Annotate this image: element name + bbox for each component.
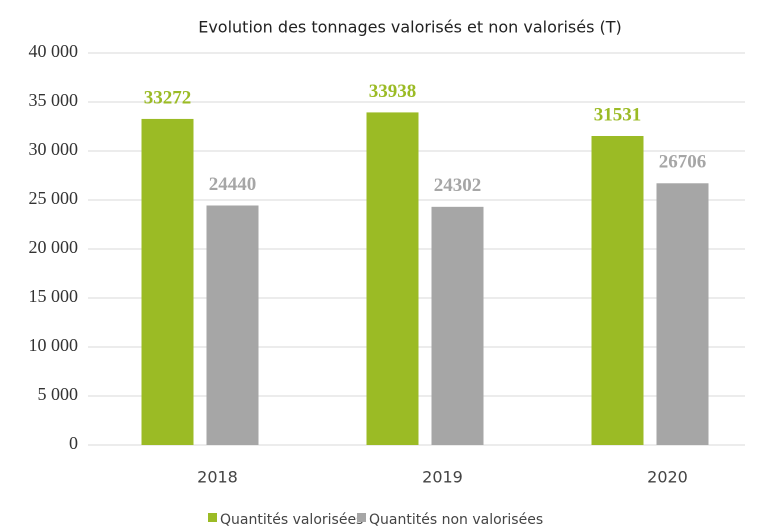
legend-label: Quantités non valorisées — [369, 512, 543, 528]
data-label: 31531 — [594, 104, 642, 125]
legend-swatch — [357, 513, 366, 522]
bar — [656, 183, 709, 446]
y-tick-label: 35 000 — [29, 90, 79, 110]
chart-title: Evolution des tonnages valorisés et non … — [198, 18, 622, 37]
legend-label: Quantités valorisées — [220, 512, 363, 528]
bar — [591, 135, 644, 445]
x-tick-label: 2019 — [422, 468, 463, 487]
data-label: 24302 — [434, 175, 482, 196]
bar — [366, 112, 419, 446]
data-label: 26706 — [659, 152, 707, 173]
y-tick-label: 15 000 — [29, 286, 79, 306]
y-tick-label: 20 000 — [29, 237, 79, 257]
bar — [206, 205, 259, 445]
y-tick-label: 0 — [69, 433, 78, 453]
y-tick-label: 5 000 — [38, 384, 79, 404]
data-label: 33272 — [144, 87, 192, 108]
y-tick-label: 25 000 — [29, 188, 79, 208]
legend-swatch — [208, 513, 217, 522]
y-tick-label: 10 000 — [29, 335, 79, 355]
y-tick-label: 30 000 — [29, 139, 79, 159]
x-tick-label: 2020 — [647, 468, 688, 487]
x-tick-label: 2018 — [197, 468, 238, 487]
bar — [141, 118, 194, 446]
bar — [431, 206, 484, 445]
y-tick-label: 40 000 — [29, 41, 79, 61]
data-label: 33938 — [369, 81, 417, 102]
data-label: 24440 — [209, 174, 257, 195]
